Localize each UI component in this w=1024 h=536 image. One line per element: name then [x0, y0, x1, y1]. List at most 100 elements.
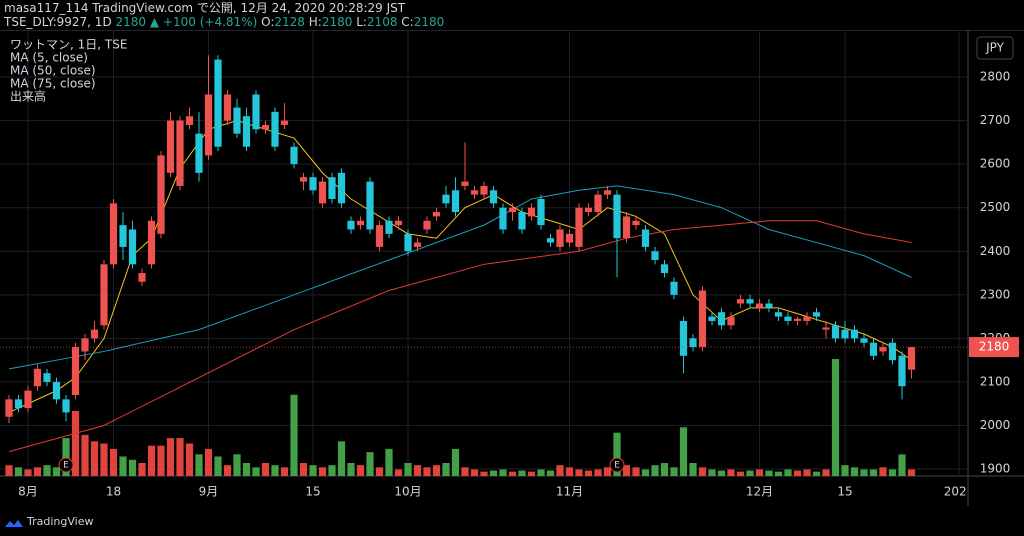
candle-body: [318, 181, 327, 204]
legend-ma: MA (5, close): [10, 51, 88, 65]
candle-body: [347, 220, 355, 230]
candle-body: [480, 185, 488, 195]
volume-bar: [869, 469, 878, 476]
x-tick-label: 2021: [944, 485, 975, 499]
y-tick-label: 2400: [980, 244, 1011, 258]
volume-bar: [366, 452, 374, 476]
volume-bar: [698, 467, 707, 476]
candle-body: [765, 303, 773, 308]
candle-body: [242, 116, 251, 147]
volume-bar: [793, 470, 802, 476]
y-tick-label: 2000: [980, 418, 1011, 432]
candle-body: [508, 207, 517, 213]
volume-bar: [33, 467, 42, 476]
earnings-marker: [58, 457, 74, 473]
candle-body: [52, 381, 61, 400]
candle-body: [109, 203, 118, 265]
volume-bar: [318, 467, 327, 476]
volume-bar: [670, 467, 678, 476]
x-tick-label: 11月: [556, 485, 583, 499]
volume-bar: [784, 469, 792, 476]
volume-bar: [451, 448, 460, 476]
volume-bar: [280, 467, 289, 476]
volume-bar: [888, 469, 897, 476]
volume-bar: [803, 469, 811, 476]
volume-bar: [432, 465, 441, 476]
volume-bar: [898, 454, 906, 476]
last-price: 2180: [115, 15, 147, 29]
volume-bar: [252, 467, 260, 476]
x-tick-label: 8月: [18, 485, 38, 499]
candle-body: [755, 303, 764, 308]
volume-bar: [43, 465, 51, 476]
volume-bar: [385, 448, 393, 476]
volume-bar: [128, 459, 137, 476]
volume-bar: [746, 470, 754, 476]
volume-bar: [185, 443, 194, 476]
volume-bar: [470, 469, 479, 476]
volume-bar: [622, 465, 631, 476]
volume-bar: [261, 463, 270, 476]
o-value: 2128: [274, 15, 305, 29]
volume-bar: [556, 465, 564, 476]
volume-bar: [717, 470, 726, 476]
candle-body: [128, 229, 137, 265]
c-label: C:: [401, 15, 414, 29]
candle-body: [423, 220, 431, 230]
candle-body: [233, 107, 241, 134]
x-tick-label: 15: [837, 485, 852, 499]
candle-body: [613, 194, 621, 239]
h-value: 2180: [321, 15, 353, 29]
candle-body: [907, 347, 916, 370]
volume-bar: [651, 465, 659, 476]
x-tick-label: 18: [106, 485, 121, 499]
volume-bar: [5, 465, 13, 476]
candle-body: [261, 124, 270, 130]
candle-body: [850, 329, 859, 339]
o-label: O:: [261, 15, 275, 29]
volume-bar: [166, 438, 175, 476]
candle-body: [689, 338, 697, 348]
volume-bar: [594, 469, 602, 476]
candle-body: [641, 229, 650, 247]
header: masa117_114 TradingView.com で公開, 12月 24,…: [4, 1, 444, 29]
candle-body: [252, 94, 260, 130]
earnings-marker: [609, 457, 625, 473]
volume-bar: [71, 411, 80, 476]
volume-bar: [109, 448, 118, 476]
published-line: masa117_114 TradingView.com で公開, 12月 24,…: [4, 1, 406, 15]
candle-body: [879, 347, 887, 352]
candle-body: [651, 251, 659, 260]
volume-bar: [613, 432, 621, 476]
volume-bar: [489, 470, 498, 476]
candle-body: [71, 347, 80, 395]
candle-body: [385, 220, 393, 234]
volume-bar: [204, 448, 213, 476]
c-value: 2180: [413, 15, 445, 29]
candle-body: [404, 233, 412, 252]
candle-body: [470, 190, 479, 195]
currency-button[interactable]: [976, 36, 1014, 60]
volume-bar: [299, 463, 308, 476]
volume-bar: [565, 467, 574, 476]
volume-bar: [413, 465, 422, 476]
legend-ma: MA (75, close): [10, 77, 96, 91]
volume-bar: [24, 469, 32, 476]
y-tick-label: 2700: [980, 113, 1011, 127]
candle-body: [442, 194, 450, 204]
volume-bar: [518, 470, 526, 476]
candle-body: [451, 190, 460, 213]
candle-body: [489, 190, 498, 204]
volume-bar: [831, 359, 840, 476]
candle-body: [831, 325, 840, 339]
ma-line: [8, 185, 912, 370]
candle-body: [90, 329, 99, 339]
volume-bar: [850, 467, 859, 476]
top-border: [0, 30, 1024, 31]
candle-body: [603, 190, 612, 195]
volume-bar: [822, 469, 830, 476]
volume-bar: [527, 471, 536, 476]
x-tick-label: 9月: [199, 485, 219, 499]
volume-bar: [157, 445, 165, 476]
